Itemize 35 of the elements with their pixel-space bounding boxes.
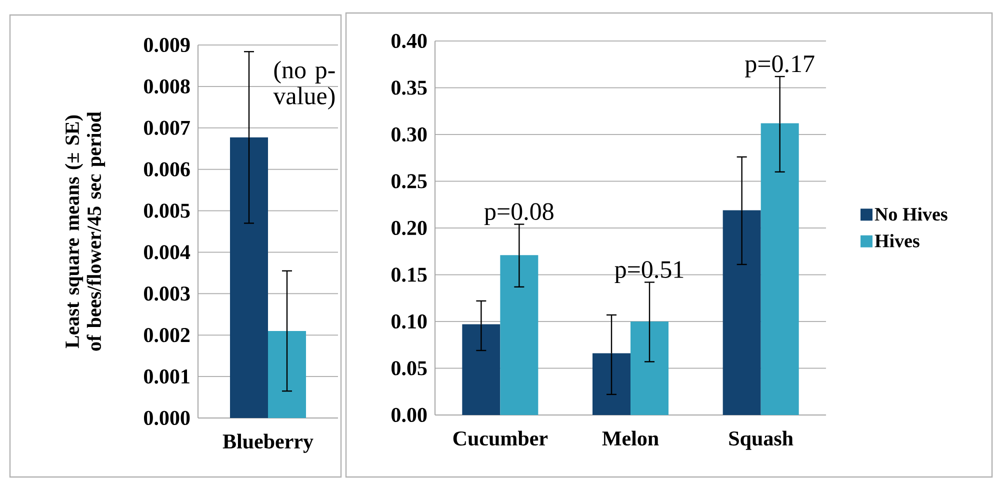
y-tick-label: 0.30 — [392, 127, 427, 142]
y-tick-label: 0.007 — [144, 120, 190, 136]
bar — [630, 322, 669, 415]
y-tick-label: 0.00 — [392, 408, 427, 422]
x-tick-label: Squash — [729, 430, 794, 450]
y-tick-label: 0.000 — [144, 410, 190, 426]
annotation: p=0.08 — [484, 203, 554, 226]
y-tick-label: 0.35 — [392, 80, 427, 95]
annotation: p=0.51 — [614, 261, 684, 284]
y-tick-label: 0.005 — [144, 204, 190, 218]
y-tick-label: 0.05 — [392, 361, 427, 376]
y-tick-label: 0.008 — [144, 79, 190, 94]
bar — [500, 255, 538, 415]
legend-label: No Hives — [874, 207, 948, 221]
y-tick-label: 0.10 — [392, 314, 427, 329]
y-tick-label: 0.15 — [392, 268, 427, 282]
y-tick-label: 0.25 — [392, 174, 427, 188]
y-tick-label: 0.003 — [144, 286, 190, 301]
bar — [760, 123, 799, 415]
x-tick-label: Blueberry — [222, 434, 314, 453]
annotation: (no p-value) — [273, 60, 335, 110]
x-tick-label: Melon — [602, 430, 659, 446]
y-tick-label: 0.001 — [144, 369, 190, 384]
y-tick-label: 0.006 — [144, 162, 190, 176]
x-tick-label: Cucumber — [453, 430, 548, 446]
annotation: p=0.17 — [745, 55, 814, 78]
bar — [722, 210, 761, 415]
y-tick-label: 0.002 — [144, 328, 190, 342]
bar — [462, 324, 500, 415]
legend-label: Hives — [874, 234, 920, 248]
y-axis-title: Least square means (± SE) of bees/flower/45 sec period — [64, 112, 106, 351]
y-tick-label: 0.009 — [144, 38, 190, 52]
y-tick-label: 0.40 — [392, 34, 427, 48]
y-tick-label: 0.004 — [144, 245, 190, 260]
y-tick-label: 0.20 — [392, 220, 427, 236]
